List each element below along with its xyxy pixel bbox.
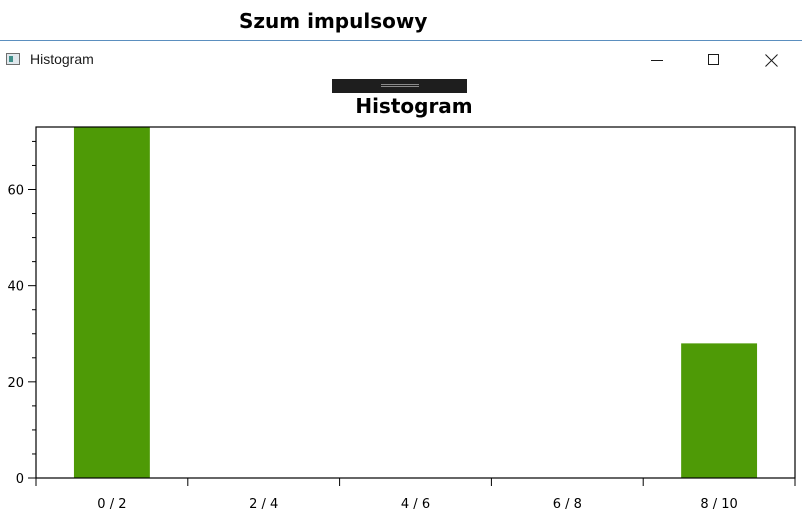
chart-title: Histogram: [355, 94, 472, 118]
x-tick-label: 6 / 8: [553, 497, 582, 512]
plot-border: [35, 126, 796, 479]
close-icon: [765, 53, 779, 67]
minimize-button[interactable]: [627, 41, 685, 79]
close-button[interactable]: [743, 41, 801, 79]
x-tick-label: 8 / 10: [700, 497, 737, 512]
window-title: Histogram: [30, 51, 94, 67]
maximize-button[interactable]: [685, 41, 743, 79]
y-tick-label: 20: [7, 376, 24, 391]
histogram-chart: Histogram 0 / 2 2 / 4 4 / 6 6 / 8 8 / 10 0 20 4…: [7, 94, 796, 512]
outer-window-title: Szum impulsowy: [239, 9, 428, 33]
y-tick-label: 0: [16, 472, 24, 487]
grip-icon: [381, 84, 419, 87]
chart-window-icon: [6, 53, 20, 65]
x-tick-label: 0 / 2: [97, 497, 126, 512]
drag-handle[interactable]: [332, 79, 467, 93]
window-border-accent: [0, 40, 802, 41]
y-tick-label: 40: [7, 280, 24, 295]
x-tick-label: 2 / 4: [249, 497, 278, 512]
histogram-bar: [681, 343, 758, 478]
x-tick-label: 4 / 6: [401, 497, 430, 512]
y-tick-label: 60: [7, 184, 24, 199]
window-titlebar[interactable]: Histogram: [0, 41, 802, 79]
histogram-bar: [73, 127, 150, 478]
maximize-icon: [708, 54, 719, 65]
minimize-icon: [651, 60, 663, 61]
